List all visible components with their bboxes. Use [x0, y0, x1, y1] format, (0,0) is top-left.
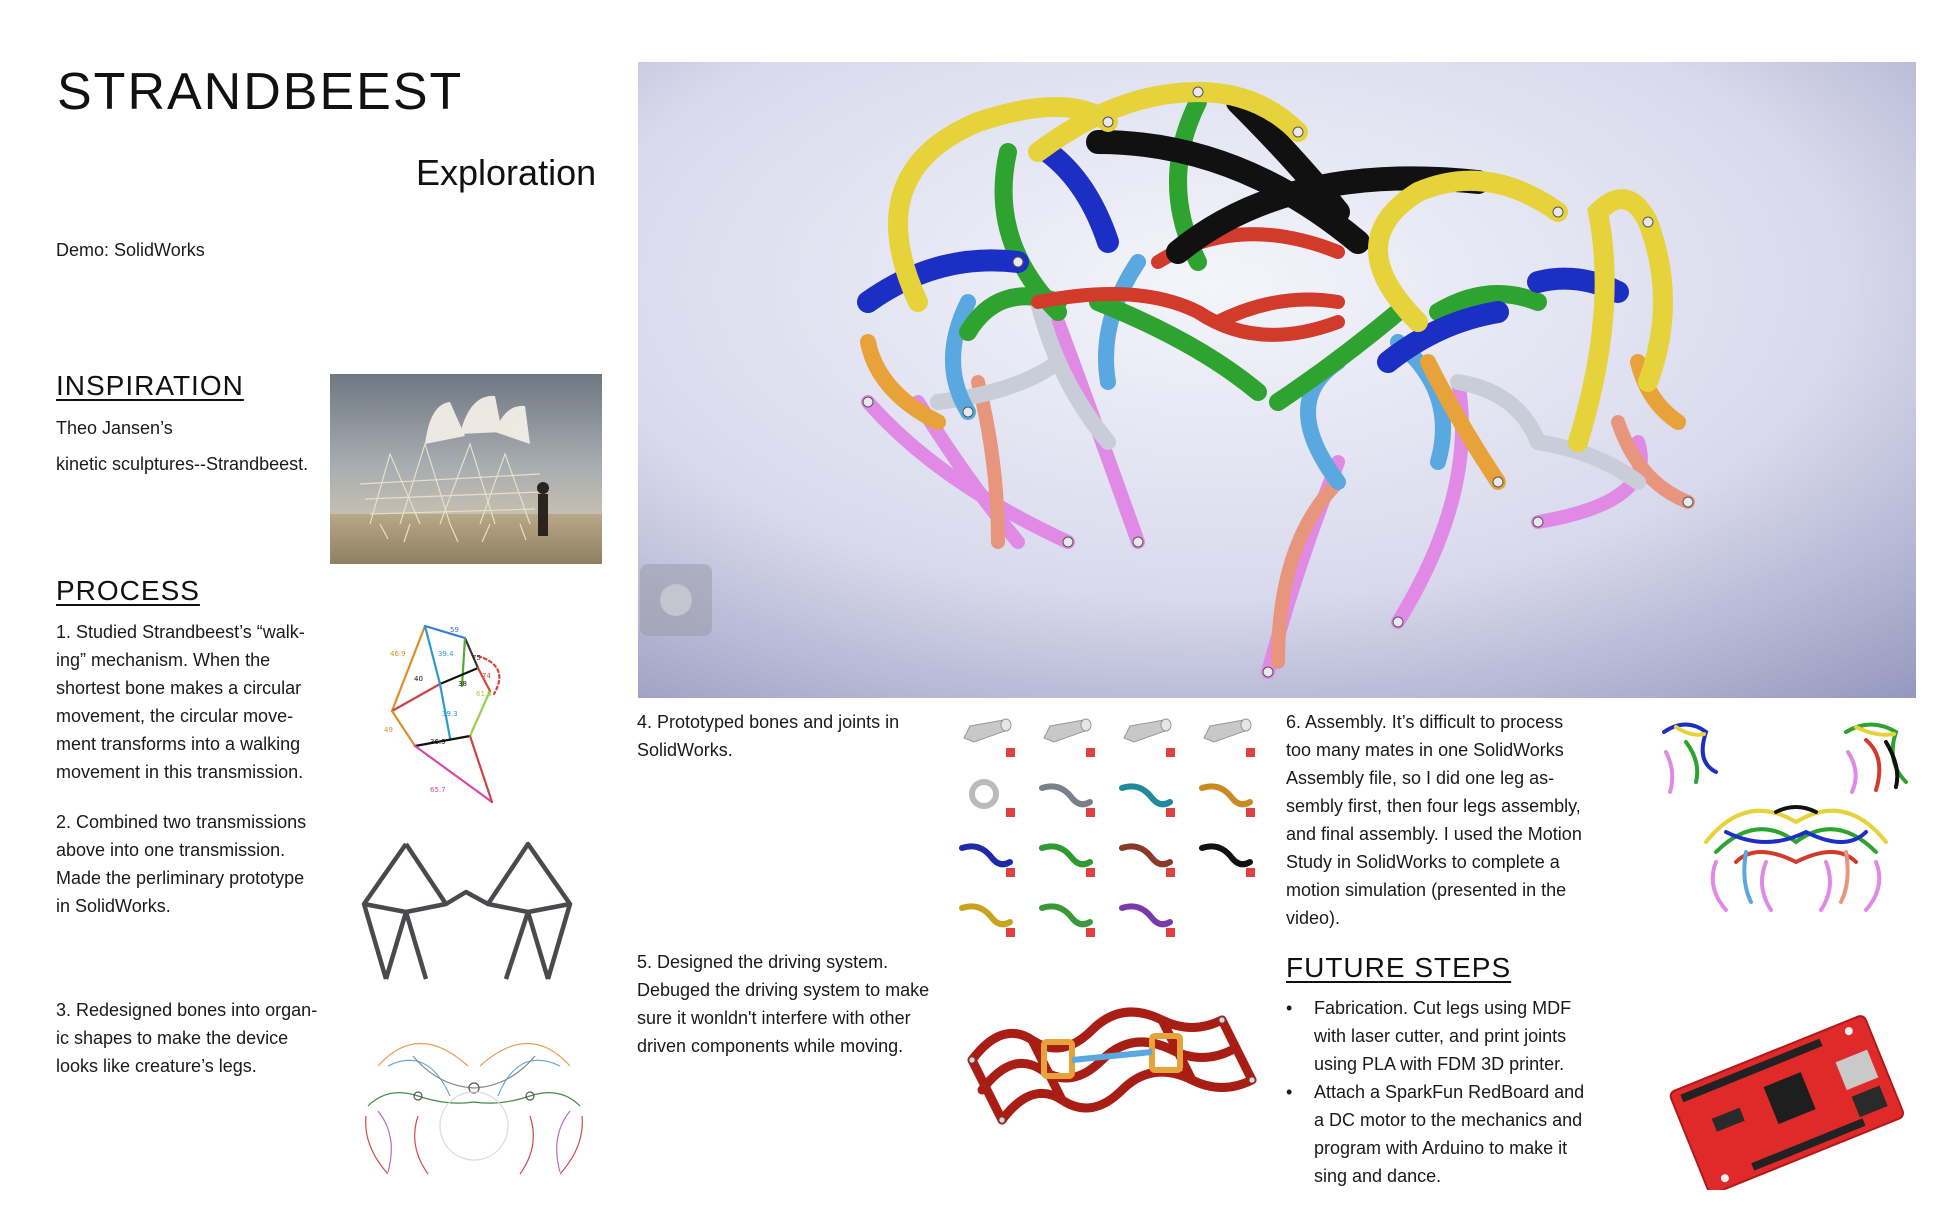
process-step-1: 1. Studied Strandbeest’s “walk- ing” mec… — [56, 618, 336, 786]
part-thumbnail — [1036, 712, 1100, 772]
text-line: movement, the circular move- — [56, 706, 294, 726]
text-line: in SolidWorks. — [56, 896, 171, 916]
inspiration-heading: INSPIRATION — [56, 370, 244, 401]
text-line: Made the perliminary prototype — [56, 868, 305, 888]
organic-bones-sketch — [358, 1026, 590, 1178]
process-step-6: 6. Assembly. It’s difficult to process t… — [1286, 708, 1626, 932]
diagram-label: 39.3 — [442, 710, 458, 718]
assembly-renders — [1656, 712, 1926, 912]
text-line: video). — [1286, 908, 1341, 928]
part-thumbnail — [1196, 772, 1260, 832]
part-thumbnail — [1036, 892, 1100, 952]
text-line: sing and dance. — [1314, 1166, 1442, 1186]
text-line: program with Arduino to make it — [1314, 1138, 1568, 1158]
demo-label: Demo: SolidWorks — [56, 240, 205, 260]
transmission-frame-diagram — [356, 834, 578, 982]
text-line: 2. Combined two transmissions — [56, 812, 307, 832]
part-thumbnail — [956, 832, 1020, 892]
driving-system-render — [962, 980, 1260, 1140]
text-line: shortest bone makes a circular — [56, 678, 302, 698]
text-line: 6. Assembly. It’s difficult to process — [1286, 712, 1564, 732]
future-step-item: Attach a SparkFun RedBoard and a DC moto… — [1286, 1078, 1626, 1190]
linkage-diagram: 59 46.9 39.4 75 74 61.9 38 40 39.3 36.9 … — [370, 616, 540, 812]
text-line: looks like creature’s legs. — [56, 1056, 257, 1076]
text-line: a DC motor to the mechanics and — [1314, 1110, 1583, 1130]
diagram-label: 46.9 — [390, 650, 406, 658]
text-line: sure it wonldn't interfere with other — [637, 1008, 911, 1028]
part-thumbnail — [956, 712, 1020, 772]
part-thumbnail — [1116, 772, 1180, 832]
inspiration-photo — [330, 374, 602, 564]
text-line: movement in this transmission. — [56, 762, 304, 782]
text-line: Attach a SparkFun RedBoard and — [1314, 1082, 1585, 1102]
text-line: 3. Redesigned bones into organ- — [56, 1000, 318, 1020]
part-thumbnail — [1036, 772, 1100, 832]
text-line: driven components while moving. — [637, 1036, 904, 1056]
inspiration-line-2: kinetic sculptures--Strandbeest. — [56, 454, 309, 474]
future-step-item: Fabrication. Cut legs using MDF with las… — [1286, 994, 1626, 1078]
text-line: with laser cutter, and print joints — [1314, 1026, 1567, 1046]
diagram-label: 75 — [472, 654, 481, 662]
text-line: above into one transmission. — [56, 840, 286, 860]
diagram-label: 65.7 — [430, 786, 446, 794]
main-assembly-render — [638, 62, 1916, 698]
text-line: 4. Prototyped bones and joints in — [637, 712, 900, 732]
text-line: and final assembly. I used the Motion — [1286, 824, 1582, 844]
process-step-2: 2. Combined two transmissions above into… — [56, 808, 336, 920]
diagram-label: 59 — [450, 626, 459, 634]
future-steps-list: Fabrication. Cut legs using MDF with las… — [1286, 994, 1626, 1190]
text-line: Study in SolidWorks to complete a — [1286, 852, 1560, 872]
process-heading: PROCESS — [56, 575, 200, 606]
page-subtitle: Exploration — [416, 152, 597, 193]
text-line: ment transforms into a walking — [56, 734, 301, 754]
text-line: ing” mechanism. When the — [56, 650, 271, 670]
part-thumbnail — [956, 772, 1020, 832]
part-thumbnail — [1116, 832, 1180, 892]
text-line: Debuged the driving system to make — [637, 980, 930, 1000]
part-thumbnail — [1116, 712, 1180, 772]
text-line: ic shapes to make the device — [56, 1028, 289, 1048]
diagram-label: 39.4 — [438, 650, 454, 658]
part-thumbnail — [1196, 712, 1260, 772]
diagram-label: 61.9 — [476, 690, 492, 698]
diagram-label: 36.9 — [430, 738, 446, 746]
text-line: SolidWorks. — [637, 740, 733, 760]
diagram-label: 49 — [384, 726, 393, 734]
text-line: motion simulation (presented in the — [1286, 880, 1567, 900]
process-step-3: 3. Redesigned bones into organ- ic shape… — [56, 996, 346, 1080]
diagram-label: 40 — [414, 675, 423, 683]
text-line: too many mates in one SolidWorks — [1286, 740, 1564, 760]
diagram-label: 74 — [482, 672, 491, 680]
part-thumbnail — [956, 892, 1020, 952]
text-line: 5. Designed the driving system. — [637, 952, 889, 972]
text-line: sembly first, then four legs assembly, — [1286, 796, 1581, 816]
part-thumbnail — [1116, 892, 1180, 952]
parts-library-grid — [956, 712, 1256, 952]
process-step-4: 4. Prototyped bones and joints in SolidW… — [637, 708, 937, 764]
text-line: Fabrication. Cut legs using MDF — [1314, 998, 1572, 1018]
inspiration-line-1: Theo Jansen’s — [56, 418, 173, 438]
future-steps-heading: FUTURE STEPS — [1286, 952, 1512, 983]
text-line: Assembly file, so I did one leg as- — [1286, 768, 1555, 788]
part-thumbnail — [1196, 832, 1260, 892]
part-thumbnail — [1036, 832, 1100, 892]
text-line: 1. Studied Strandbeest’s “walk- — [56, 622, 305, 642]
diagram-label: 38 — [458, 680, 467, 688]
page-title: STRANDBEEST — [57, 63, 464, 121]
process-step-5: 5. Designed the driving system. Debuged … — [637, 948, 967, 1060]
text-line: using PLA with FDM 3D printer. — [1314, 1054, 1565, 1074]
redboard-photo — [1660, 1010, 1910, 1195]
